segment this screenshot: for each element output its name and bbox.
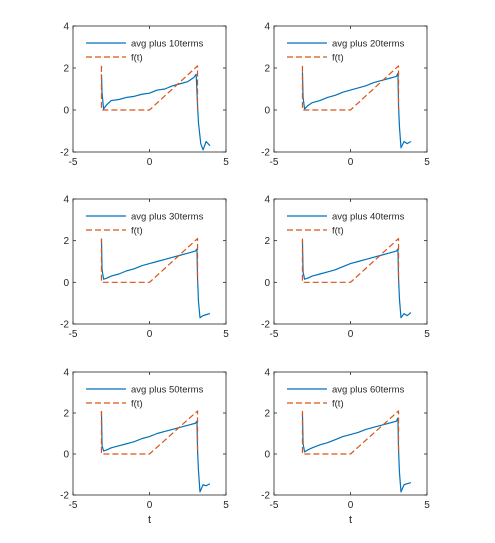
y-tick-label: 2 — [264, 409, 270, 420]
y-tick-label: 4 — [264, 22, 270, 33]
y-tick-label: 0 — [264, 278, 270, 289]
y-tick-label: 0 — [63, 106, 69, 117]
y-tick-label: -2 — [261, 491, 270, 502]
x-tick-label: 0 — [348, 157, 354, 168]
series-approx-line — [301, 72, 412, 149]
y-tick-label: -2 — [60, 491, 69, 502]
axes-box — [273, 25, 428, 153]
y-tick-label: 4 — [264, 195, 270, 206]
x-tick-label: 0 — [348, 329, 354, 340]
x-tick-label: 5 — [223, 500, 229, 511]
axes-box — [273, 371, 428, 496]
series-ft-line — [100, 65, 199, 111]
x-tick-label: -5 — [270, 329, 279, 340]
x-tick-label: -5 — [270, 157, 279, 168]
y-tick-label: 2 — [63, 64, 69, 75]
series-ft-line — [301, 237, 400, 283]
axes-box — [72, 25, 227, 153]
subplot-1: -5 0 5 -2 0 2 4 avg plus 10terms f(t) — [60, 22, 229, 169]
series-ft-line — [100, 237, 199, 283]
subplot-4: -5 0 5 -2 0 2 4 avg plus 40terms f(t) — [261, 195, 430, 341]
subplot-2: -5 0 5 -2 0 2 4 avg plus 20terms f(t) — [261, 22, 430, 169]
y-tick-label: 4 — [264, 368, 270, 379]
x-tick-label: 5 — [424, 329, 430, 340]
x-tick-label: 5 — [223, 329, 229, 340]
legend-label: f(t) — [332, 226, 344, 237]
x-tick-label: 0 — [147, 157, 153, 168]
x-axis-label: t — [349, 514, 352, 526]
legend-label: avg plus 30terms — [131, 212, 204, 223]
legend: avg plus 30terms f(t) — [86, 212, 204, 237]
series-approx-line — [100, 73, 211, 151]
y-tick-label: 0 — [63, 450, 69, 461]
x-tick-label: 0 — [348, 500, 354, 511]
legend: avg plus 20terms f(t) — [287, 39, 405, 64]
subplot-6: -5 0 5 -2 0 2 4 t avg plus 60terms f(t) — [261, 368, 430, 527]
subplot-5: -5 0 5 -2 0 2 4 t avg plus 50terms f(t) — [60, 368, 229, 527]
y-tick-label: 4 — [63, 22, 69, 33]
x-tick-label: 5 — [424, 500, 430, 511]
series-ft-line — [301, 65, 400, 111]
legend: avg plus 50terms f(t) — [86, 385, 204, 410]
axes-box — [72, 371, 227, 496]
legend-label: f(t) — [131, 226, 143, 237]
y-tick-label: 0 — [264, 450, 270, 461]
y-tick-label: -2 — [60, 148, 69, 159]
legend: avg plus 40terms f(t) — [287, 212, 405, 237]
y-tick-label: 0 — [63, 278, 69, 289]
series-approx-line — [301, 412, 412, 493]
x-tick-label: 0 — [147, 329, 153, 340]
y-tick-label: -2 — [261, 320, 270, 331]
legend: avg plus 60terms f(t) — [287, 385, 405, 410]
y-tick-label: 4 — [63, 368, 69, 379]
legend-label: f(t) — [332, 399, 344, 410]
y-tick-label: 2 — [264, 236, 270, 247]
legend-label: f(t) — [131, 399, 143, 410]
legend-label: avg plus 60terms — [332, 385, 405, 396]
y-tick-label: -2 — [60, 320, 69, 331]
series-ft-line — [100, 410, 199, 455]
legend-label: f(t) — [332, 53, 344, 64]
x-tick-label: 0 — [147, 500, 153, 511]
series-approx-line — [100, 410, 211, 493]
series-ft-line — [301, 410, 400, 455]
x-tick-label: 5 — [223, 157, 229, 168]
legend: avg plus 10terms f(t) — [86, 39, 204, 64]
x-axis-label: t — [148, 514, 151, 526]
legend-label: avg plus 40terms — [332, 212, 405, 223]
axes-box — [72, 198, 227, 325]
x-tick-label: -5 — [69, 329, 78, 340]
y-tick-label: -2 — [261, 148, 270, 159]
legend-label: f(t) — [131, 53, 143, 64]
axes-box — [273, 198, 428, 325]
x-tick-label: -5 — [69, 500, 78, 511]
y-tick-label: 2 — [264, 64, 270, 75]
legend-label: avg plus 50terms — [131, 385, 204, 396]
series-approx-line — [100, 238, 211, 319]
x-tick-label: 5 — [424, 157, 430, 168]
x-tick-label: -5 — [69, 157, 78, 168]
x-tick-label: -5 — [270, 500, 279, 511]
subplot-3: -5 0 5 -2 0 2 4 avg plus 30terms f(t) — [60, 195, 229, 341]
series-approx-line — [301, 240, 412, 319]
legend-label: avg plus 20terms — [332, 39, 405, 50]
y-tick-label: 0 — [264, 106, 270, 117]
legend-label: avg plus 10terms — [131, 39, 204, 50]
y-tick-label: 2 — [63, 409, 69, 420]
y-tick-label: 4 — [63, 195, 69, 206]
y-tick-label: 2 — [63, 236, 69, 247]
